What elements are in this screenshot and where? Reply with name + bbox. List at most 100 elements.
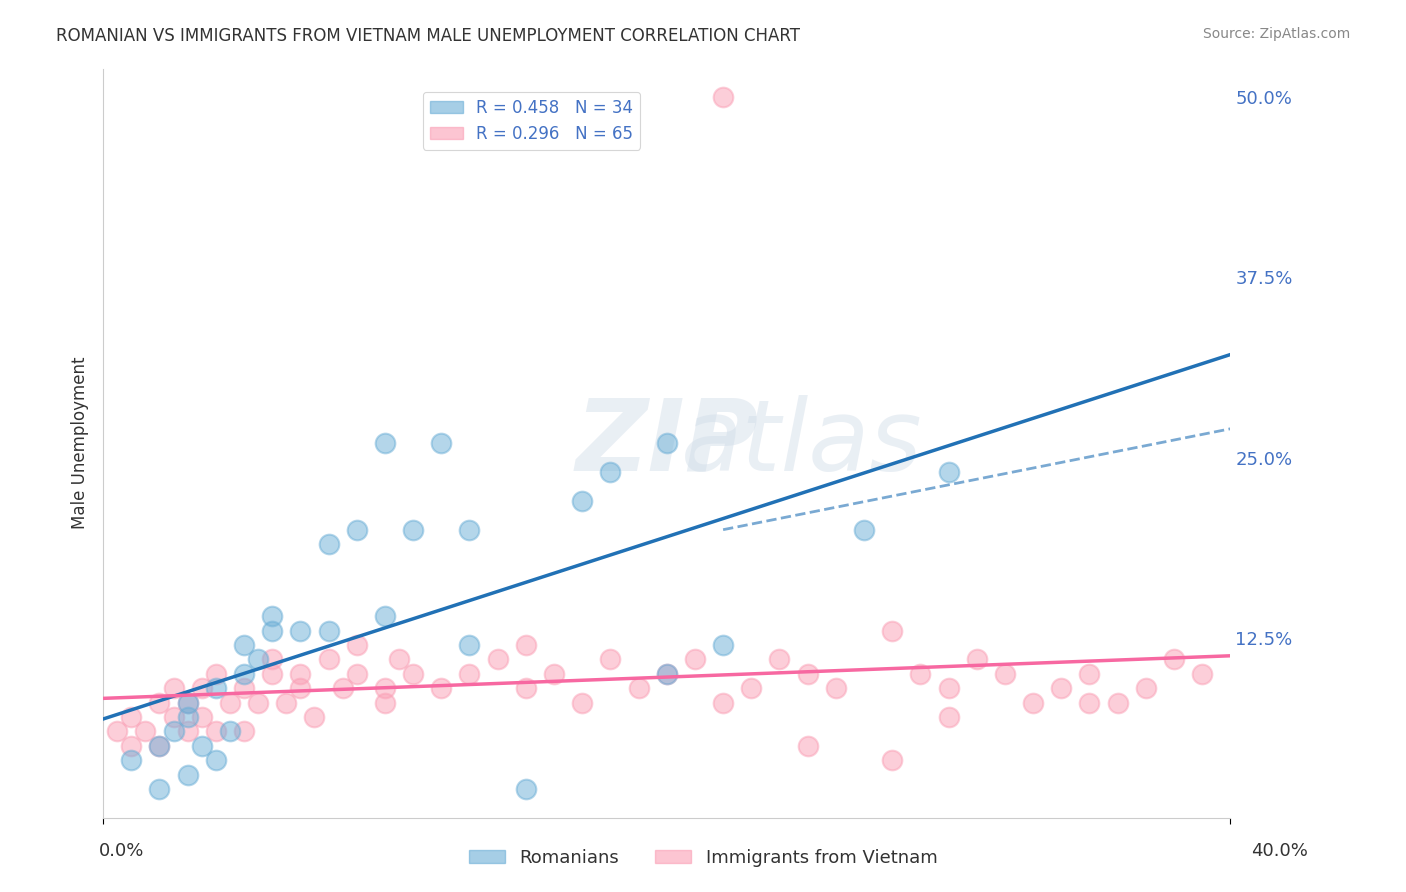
Text: 0.0%: 0.0% (98, 842, 143, 860)
Point (148, 782, 170, 797)
Point (346, 638, 368, 652)
Point (374, 696, 396, 710)
Point (768, 652, 790, 666)
Point (571, 494, 593, 508)
Text: ZIP: ZIP (575, 395, 758, 491)
Point (219, 696, 242, 710)
Point (332, 681, 354, 696)
Point (134, 724, 156, 739)
Point (458, 666, 481, 681)
Point (1107, 696, 1129, 710)
Point (176, 710, 198, 724)
Point (148, 696, 170, 710)
Point (205, 666, 228, 681)
Point (402, 523, 425, 537)
Point (176, 696, 198, 710)
Point (430, 436, 453, 450)
Point (105, 724, 128, 739)
Point (1078, 696, 1101, 710)
Point (882, 624, 904, 638)
Legend: Romanians, Immigrants from Vietnam: Romanians, Immigrants from Vietnam (461, 842, 945, 874)
Legend: R = 0.458   N = 34, R = 0.296   N = 65: R = 0.458 N = 34, R = 0.296 N = 65 (423, 92, 640, 150)
Point (304, 710, 326, 724)
Point (176, 724, 198, 739)
Point (853, 523, 876, 537)
Point (402, 666, 425, 681)
Point (176, 767, 198, 781)
Point (346, 523, 368, 537)
Point (120, 739, 142, 753)
Point (262, 609, 284, 624)
Point (515, 638, 537, 652)
Point (262, 652, 284, 666)
Point (190, 710, 212, 724)
Point (233, 681, 256, 696)
Point (994, 666, 1017, 681)
Point (571, 696, 593, 710)
Point (1163, 652, 1185, 666)
Point (205, 681, 228, 696)
Point (247, 652, 270, 666)
Point (374, 609, 396, 624)
Point (599, 465, 621, 479)
Point (683, 652, 706, 666)
Point (711, 696, 734, 710)
Point (148, 739, 170, 753)
Point (262, 666, 284, 681)
Point (120, 753, 142, 767)
Point (262, 624, 284, 638)
Point (627, 681, 650, 696)
Point (515, 782, 537, 797)
Text: atlas: atlas (681, 395, 922, 491)
Point (740, 681, 762, 696)
Point (1078, 666, 1101, 681)
Point (882, 753, 904, 767)
Point (148, 739, 170, 753)
Point (388, 652, 411, 666)
Point (190, 739, 212, 753)
Point (515, 681, 537, 696)
Point (346, 666, 368, 681)
Point (120, 710, 142, 724)
Text: Source: ZipAtlas.com: Source: ZipAtlas.com (1202, 27, 1350, 41)
Point (290, 624, 312, 638)
Y-axis label: Male Unemployment: Male Unemployment (72, 357, 89, 530)
Point (655, 666, 678, 681)
Point (938, 465, 960, 479)
Point (1135, 681, 1157, 696)
Point (318, 537, 340, 551)
Point (205, 753, 228, 767)
Point (162, 710, 184, 724)
Point (543, 666, 565, 681)
Point (486, 652, 509, 666)
Point (374, 681, 396, 696)
Point (655, 436, 678, 450)
Point (190, 681, 212, 696)
Text: ROMANIAN VS IMMIGRANTS FROM VIETNAM MALE UNEMPLOYMENT CORRELATION CHART: ROMANIAN VS IMMIGRANTS FROM VIETNAM MALE… (56, 27, 800, 45)
Point (938, 681, 960, 696)
Point (233, 724, 256, 739)
Point (458, 638, 481, 652)
Point (430, 681, 453, 696)
Point (1050, 681, 1073, 696)
Point (162, 724, 184, 739)
Text: 40.0%: 40.0% (1251, 842, 1308, 860)
Point (176, 696, 198, 710)
Point (219, 724, 242, 739)
Point (796, 666, 818, 681)
Point (824, 681, 846, 696)
Point (966, 652, 988, 666)
Point (796, 739, 818, 753)
Point (1022, 696, 1045, 710)
Point (374, 436, 396, 450)
Point (318, 624, 340, 638)
Point (276, 696, 298, 710)
Point (711, 90, 734, 104)
Point (1191, 666, 1213, 681)
Point (290, 666, 312, 681)
Point (290, 681, 312, 696)
Point (458, 523, 481, 537)
Point (247, 696, 270, 710)
Point (233, 638, 256, 652)
Point (205, 724, 228, 739)
